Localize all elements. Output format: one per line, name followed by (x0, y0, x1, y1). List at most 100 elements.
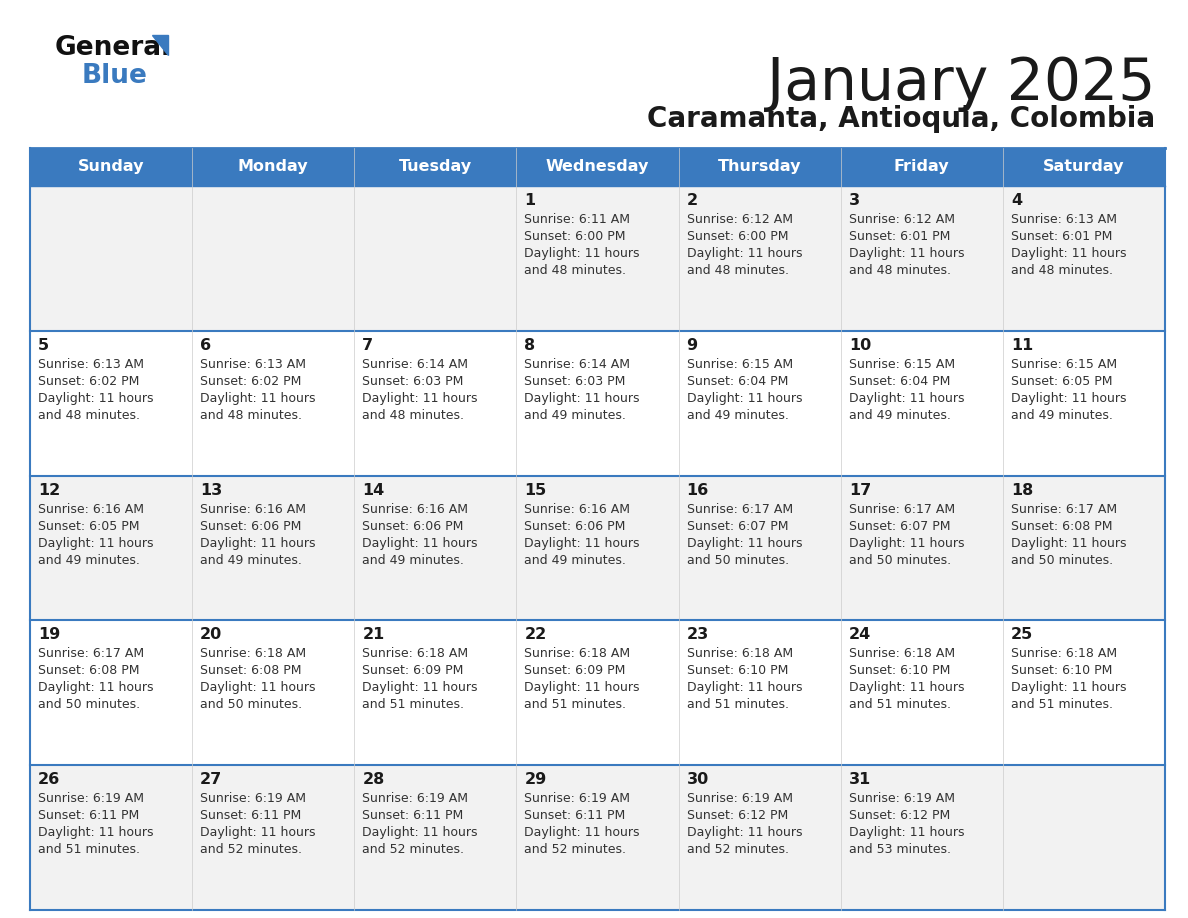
Text: Sunset: 6:06 PM: Sunset: 6:06 PM (200, 520, 302, 532)
Text: 22: 22 (524, 627, 546, 643)
Text: and 50 minutes.: and 50 minutes. (848, 554, 950, 566)
Text: and 51 minutes.: and 51 minutes. (362, 699, 465, 711)
Text: Daylight: 11 hours: Daylight: 11 hours (687, 826, 802, 839)
Bar (517, 330, 678, 476)
Text: Sunrise: 6:18 AM: Sunrise: 6:18 AM (362, 647, 468, 660)
Text: 1: 1 (524, 193, 536, 208)
Text: 20: 20 (200, 627, 222, 643)
Text: Caramanta, Antioquia, Colombia: Caramanta, Antioquia, Colombia (647, 105, 1155, 133)
Bar (192, 148, 354, 186)
Bar (1003, 330, 1165, 476)
Text: Daylight: 11 hours: Daylight: 11 hours (524, 681, 640, 694)
Text: Daylight: 11 hours: Daylight: 11 hours (200, 826, 316, 839)
Bar (30, 766, 192, 910)
Text: Tuesday: Tuesday (399, 160, 472, 174)
Text: 9: 9 (687, 338, 697, 353)
Text: Daylight: 11 hours: Daylight: 11 hours (524, 826, 640, 839)
Text: Sunset: 6:11 PM: Sunset: 6:11 PM (524, 809, 626, 823)
Text: Sunset: 6:08 PM: Sunset: 6:08 PM (38, 665, 139, 677)
Text: Sunset: 6:11 PM: Sunset: 6:11 PM (38, 809, 139, 823)
Text: Daylight: 11 hours: Daylight: 11 hours (38, 392, 153, 405)
Text: and 52 minutes.: and 52 minutes. (362, 844, 465, 856)
Bar (354, 148, 517, 186)
Text: and 51 minutes.: and 51 minutes. (687, 699, 789, 711)
Text: Daylight: 11 hours: Daylight: 11 hours (38, 537, 153, 550)
Text: Thursday: Thursday (718, 160, 802, 174)
Text: Daylight: 11 hours: Daylight: 11 hours (687, 681, 802, 694)
Text: 19: 19 (38, 627, 61, 643)
Text: Sunset: 6:02 PM: Sunset: 6:02 PM (200, 375, 302, 387)
Text: 7: 7 (362, 338, 373, 353)
Text: Sunrise: 6:15 AM: Sunrise: 6:15 AM (687, 358, 792, 371)
Text: 26: 26 (38, 772, 61, 788)
Text: and 51 minutes.: and 51 minutes. (38, 844, 140, 856)
Text: and 48 minutes.: and 48 minutes. (687, 264, 789, 277)
Bar (192, 476, 354, 621)
Text: Daylight: 11 hours: Daylight: 11 hours (362, 537, 478, 550)
Text: and 49 minutes.: and 49 minutes. (524, 554, 626, 566)
Text: Daylight: 11 hours: Daylight: 11 hours (362, 826, 478, 839)
Text: 30: 30 (687, 772, 709, 788)
Bar (841, 476, 1003, 621)
Bar (30, 621, 192, 766)
Bar (192, 186, 354, 330)
Text: 18: 18 (1011, 483, 1034, 498)
Text: and 50 minutes.: and 50 minutes. (200, 699, 302, 711)
Text: Sunset: 6:11 PM: Sunset: 6:11 PM (200, 809, 302, 823)
Text: Wednesday: Wednesday (545, 160, 649, 174)
Text: Sunrise: 6:16 AM: Sunrise: 6:16 AM (524, 502, 631, 516)
Text: Sunset: 6:03 PM: Sunset: 6:03 PM (524, 375, 626, 387)
Text: Saturday: Saturday (1043, 160, 1125, 174)
Text: 16: 16 (687, 483, 709, 498)
Text: Sunrise: 6:18 AM: Sunrise: 6:18 AM (848, 647, 955, 660)
Bar (517, 186, 678, 330)
Text: and 49 minutes.: and 49 minutes. (38, 554, 140, 566)
Text: and 48 minutes.: and 48 minutes. (362, 409, 465, 421)
Bar (678, 476, 841, 621)
Text: Sunset: 6:05 PM: Sunset: 6:05 PM (38, 520, 139, 532)
Text: Daylight: 11 hours: Daylight: 11 hours (524, 392, 640, 405)
Bar (1003, 186, 1165, 330)
Text: Sunrise: 6:16 AM: Sunrise: 6:16 AM (38, 502, 144, 516)
Text: 10: 10 (848, 338, 871, 353)
Bar (354, 766, 517, 910)
Text: Sunrise: 6:19 AM: Sunrise: 6:19 AM (848, 792, 955, 805)
Text: Sunrise: 6:14 AM: Sunrise: 6:14 AM (362, 358, 468, 371)
Text: Sunrise: 6:11 AM: Sunrise: 6:11 AM (524, 213, 631, 226)
Text: 6: 6 (200, 338, 211, 353)
Text: Daylight: 11 hours: Daylight: 11 hours (524, 537, 640, 550)
Text: 13: 13 (200, 483, 222, 498)
Text: Sunrise: 6:18 AM: Sunrise: 6:18 AM (200, 647, 307, 660)
Text: Sunrise: 6:19 AM: Sunrise: 6:19 AM (687, 792, 792, 805)
Text: 17: 17 (848, 483, 871, 498)
Text: January 2025: January 2025 (766, 55, 1155, 112)
Text: Sunset: 6:12 PM: Sunset: 6:12 PM (848, 809, 950, 823)
Bar (678, 148, 841, 186)
Text: Sunset: 6:04 PM: Sunset: 6:04 PM (687, 375, 788, 387)
Text: and 53 minutes.: and 53 minutes. (848, 844, 950, 856)
Text: 14: 14 (362, 483, 385, 498)
Text: 8: 8 (524, 338, 536, 353)
Bar (678, 186, 841, 330)
Text: 31: 31 (848, 772, 871, 788)
Text: and 49 minutes.: and 49 minutes. (687, 409, 789, 421)
Text: Sunday: Sunday (78, 160, 144, 174)
Text: Sunset: 6:00 PM: Sunset: 6:00 PM (687, 230, 788, 243)
Text: Blue: Blue (82, 63, 147, 89)
Text: 12: 12 (38, 483, 61, 498)
Text: and 48 minutes.: and 48 minutes. (1011, 264, 1113, 277)
Text: and 52 minutes.: and 52 minutes. (200, 844, 302, 856)
Bar (354, 476, 517, 621)
Text: Daylight: 11 hours: Daylight: 11 hours (200, 537, 316, 550)
Text: Daylight: 11 hours: Daylight: 11 hours (200, 392, 316, 405)
Text: and 49 minutes.: and 49 minutes. (362, 554, 465, 566)
Text: Daylight: 11 hours: Daylight: 11 hours (848, 826, 965, 839)
Text: Sunrise: 6:12 AM: Sunrise: 6:12 AM (687, 213, 792, 226)
Text: Daylight: 11 hours: Daylight: 11 hours (687, 247, 802, 260)
Text: Daylight: 11 hours: Daylight: 11 hours (38, 826, 153, 839)
Text: and 50 minutes.: and 50 minutes. (687, 554, 789, 566)
Text: and 51 minutes.: and 51 minutes. (524, 699, 626, 711)
Text: Sunset: 6:05 PM: Sunset: 6:05 PM (1011, 375, 1112, 387)
Text: and 48 minutes.: and 48 minutes. (848, 264, 950, 277)
Text: Sunset: 6:01 PM: Sunset: 6:01 PM (1011, 230, 1112, 243)
